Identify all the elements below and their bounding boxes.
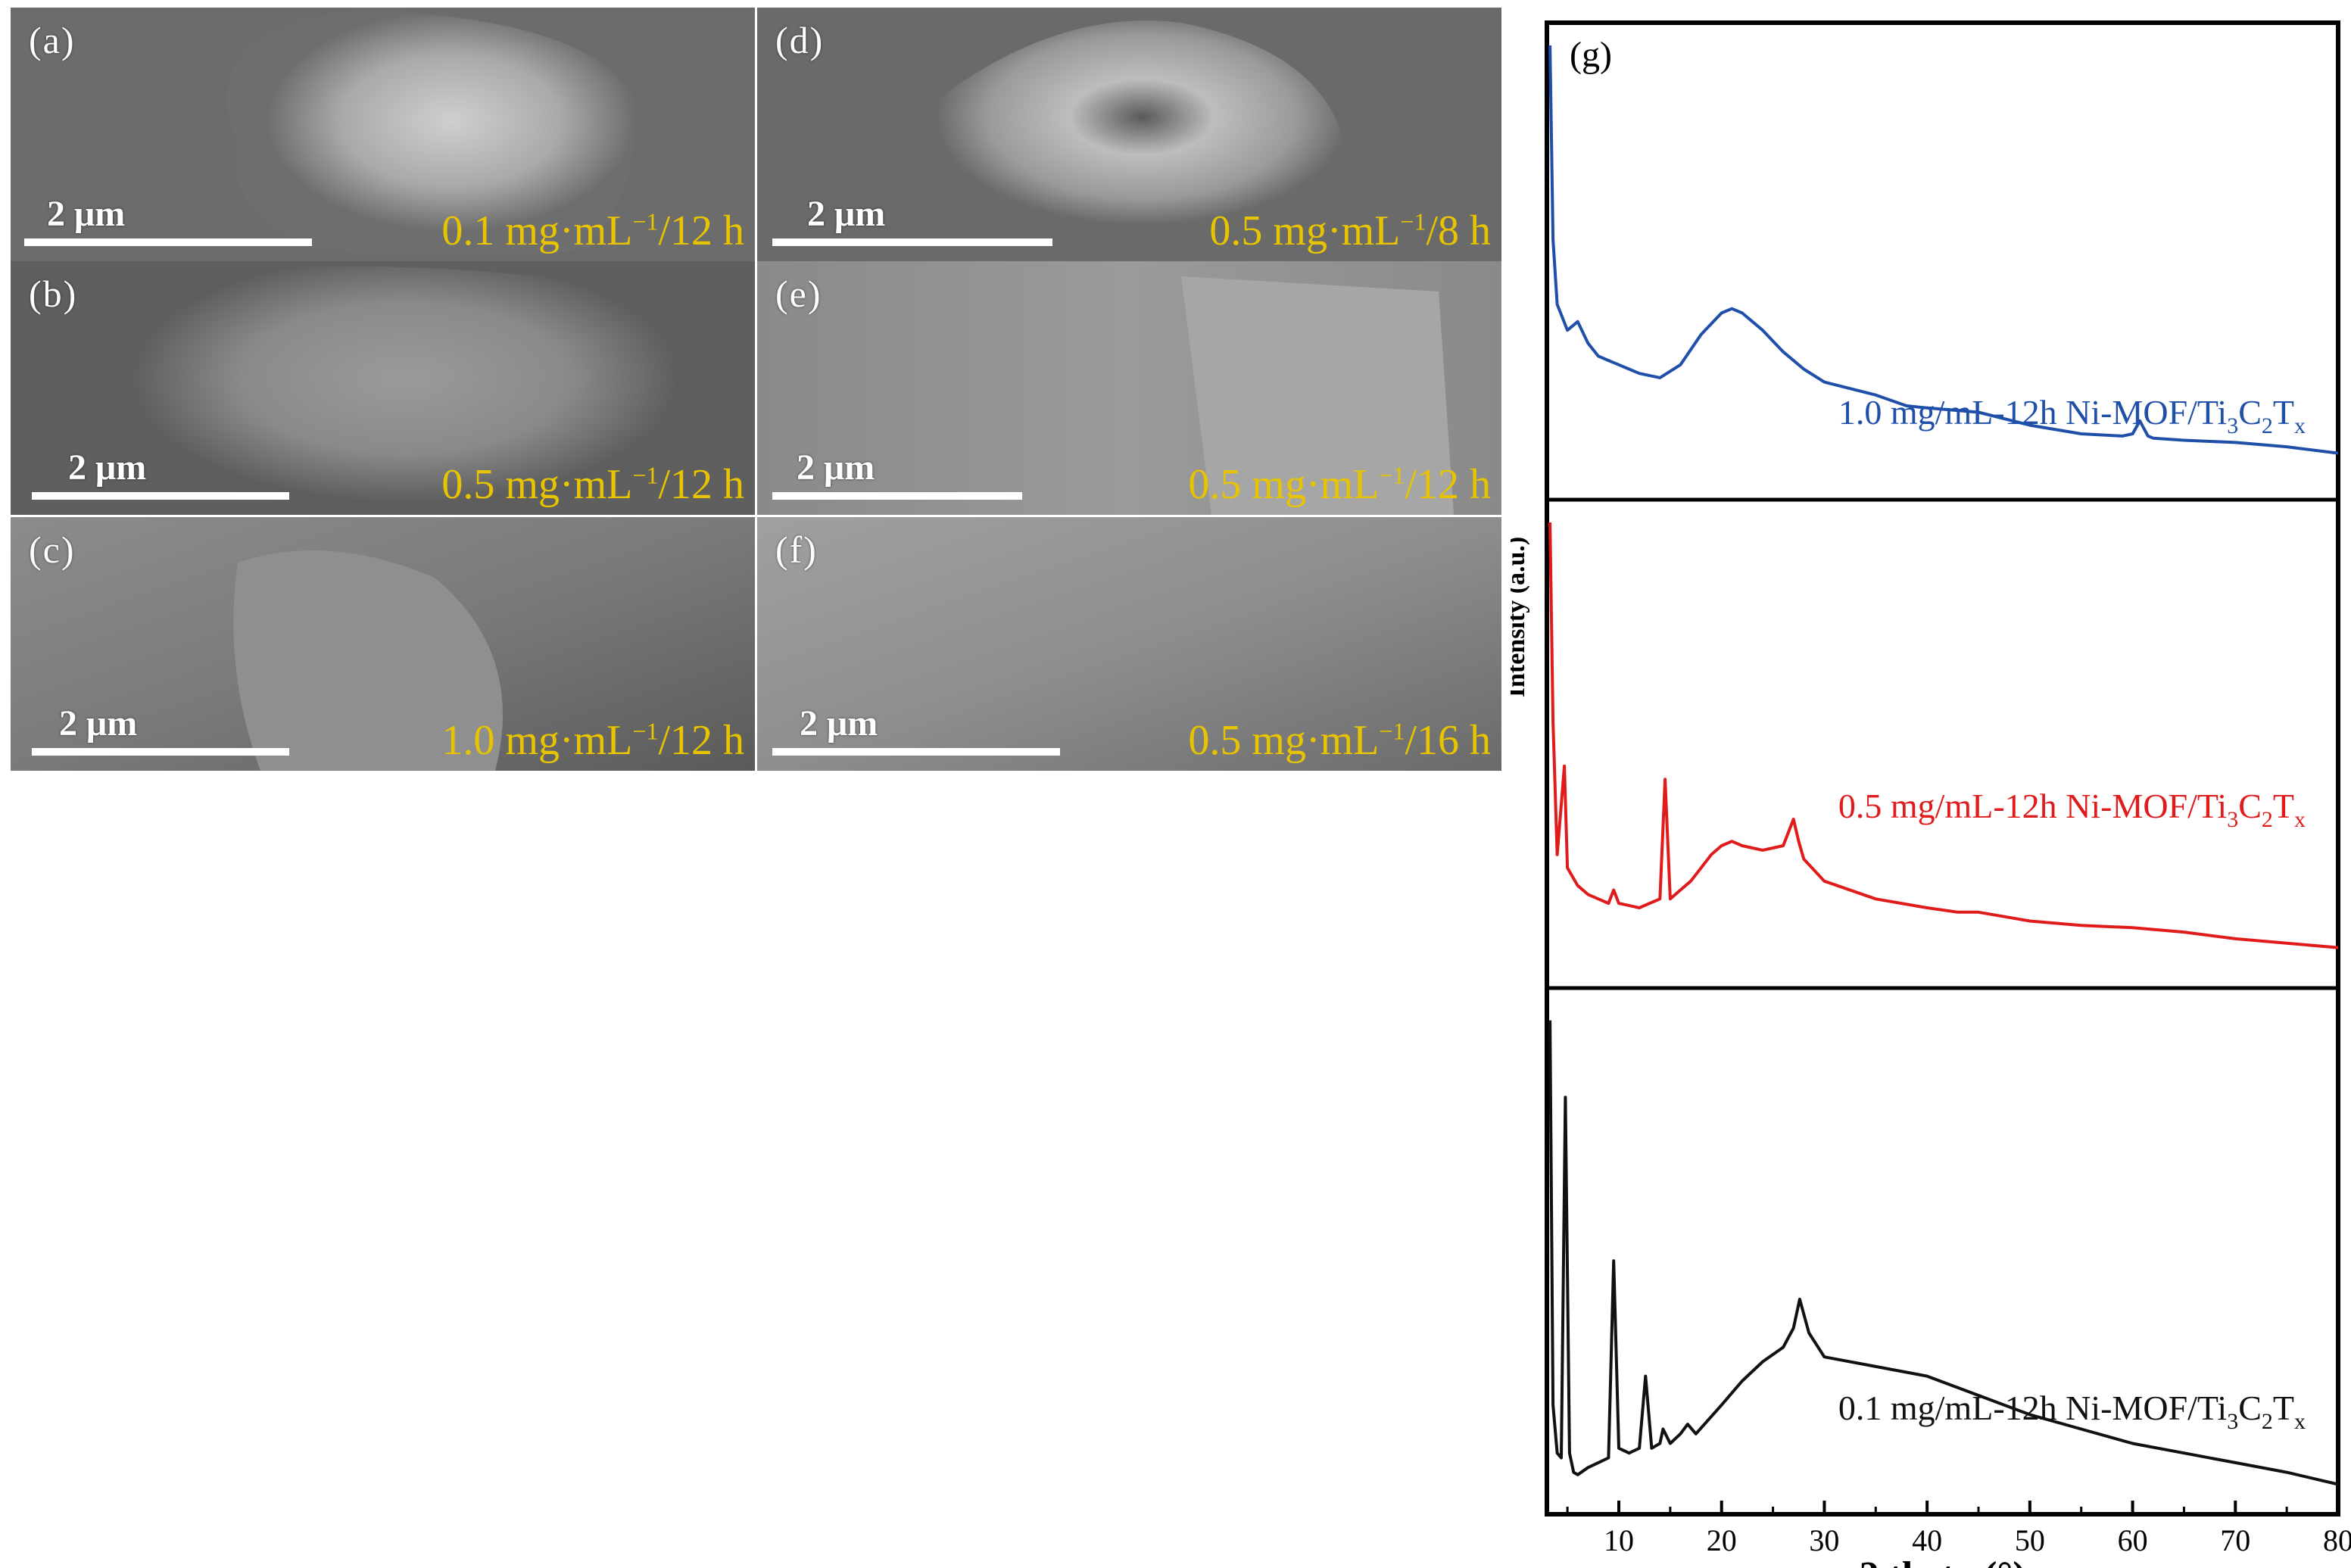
scale-label: 2 μm [47, 194, 126, 234]
sem-panel-d: (d) 2 μm 0.5 mg·mL−1/8 h [757, 8, 1501, 261]
series-label-1: 0.5 mg/mL-12h Ni-MOF/Ti3C2Tx [1838, 787, 2306, 832]
chart-series-group: 1.0 mg/mL-12h Ni-MOF/Ti3C2Tx 0.5 mg/mL-12… [1548, 45, 2339, 1486]
scale-label: 2 μm [800, 703, 878, 743]
sem-image-b [11, 261, 755, 515]
condition-label: 0.5 mg·mL−1/8 h [1209, 207, 1491, 254]
scale-label: 2 μm [807, 194, 886, 234]
chart-axes: (g) 10 20 30 40 50 60 70 80 2 theta (°) Intensity … [1511, 35, 2351, 1568]
condition-label: 0.5 mg·mL−1/12 h [1188, 461, 1491, 508]
x-tick-label: 40 [1912, 1523, 1942, 1557]
xrd-chart: 1.0 mg/mL-12h Ni-MOF/Ti3C2Tx 0.5 mg/mL-12… [1511, 20, 2351, 1568]
sem-panel-b: (b) 2 μm 0.5 mg·mL−1/12 h [11, 261, 755, 515]
scale-label: 2 μm [59, 703, 138, 743]
chart-panel-label: (g) [1570, 35, 1612, 75]
sem-image-d [757, 8, 1501, 261]
series-line-1 [1548, 522, 2339, 949]
sem-panel-a: (a) 2 μm 0.1 mg·mL−1/12 h [11, 8, 755, 261]
series-label-2: 0.1 mg/mL-12h Ni-MOF/Ti3C2Tx [1838, 1389, 2306, 1434]
x-tick-label: 80 [2323, 1523, 2351, 1557]
sem-image-c [11, 517, 755, 771]
x-tick-label: 70 [2220, 1523, 2250, 1557]
x-tick-label: 10 [1604, 1523, 1634, 1557]
sem-panel-e: (e) 2 μm 0.5 mg·mL−1/12 h [757, 261, 1501, 515]
panel-label: (d) [775, 19, 825, 61]
y-axis-label: Intensity (a.u.) [1511, 537, 1530, 698]
scale-label: 2 μm [68, 447, 147, 488]
scale-bar [32, 492, 289, 500]
condition-label: 0.5 mg·mL−1/16 h [1188, 717, 1491, 764]
chart-frame [1545, 20, 2340, 1517]
panel-label: (a) [29, 19, 76, 61]
series-line-0 [1548, 45, 2339, 455]
chart-border [1545, 20, 2340, 1517]
x-tick-label: 30 [1809, 1523, 1839, 1557]
panel-label: (e) [775, 273, 822, 315]
panel-label: (c) [29, 528, 76, 571]
condition-label: 1.0 mg·mL−1/12 h [441, 717, 744, 764]
sem-image-a [11, 8, 755, 261]
x-tick-label: 20 [1707, 1523, 1737, 1557]
scale-bar [772, 492, 1022, 500]
scale-bar [24, 238, 312, 246]
x-axis-label: 2 theta (°) [1859, 1554, 2025, 1568]
scale-bar [772, 238, 1052, 246]
panel-label: (b) [29, 273, 78, 315]
scale-label: 2 μm [797, 447, 875, 488]
panel-label: (f) [775, 528, 818, 571]
sem-panel-f: (f) 2 μm 0.5 mg·mL−1/16 h [757, 517, 1501, 771]
x-tick-label: 50 [2015, 1523, 2045, 1557]
condition-label: 0.1 mg·mL−1/12 h [441, 207, 744, 254]
sem-image-f [757, 517, 1501, 771]
sem-image-e [757, 261, 1501, 515]
condition-label: 0.5 mg·mL−1/12 h [441, 461, 744, 508]
x-tick-label: 60 [2118, 1523, 2148, 1557]
sem-panel-c: (c) 2 μm 1.0 mg·mL−1/12 h [11, 517, 755, 771]
series-label-0: 1.0 mg/mL-12h Ni-MOF/Ti3C2Tx [1838, 393, 2306, 438]
series-line-2 [1548, 1020, 2339, 1486]
scale-bar [32, 748, 289, 756]
scale-bar [772, 748, 1060, 756]
